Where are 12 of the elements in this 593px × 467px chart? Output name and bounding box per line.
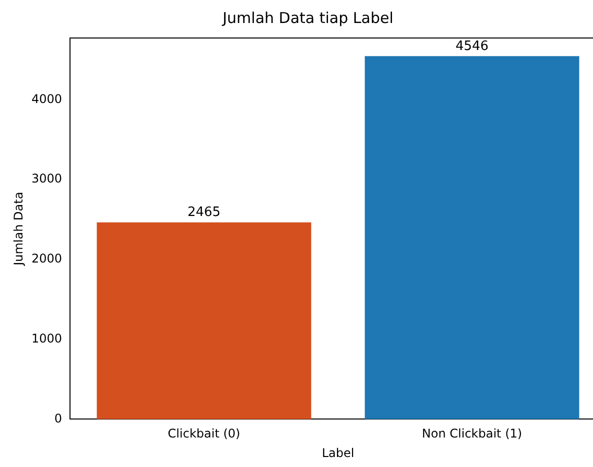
y-tick-label: 0 bbox=[54, 411, 62, 426]
y-tick-label: 4000 bbox=[31, 92, 62, 106]
x-tick-label: Non Clickbait (1) bbox=[422, 426, 522, 441]
y-tick-label: 2000 bbox=[31, 252, 62, 266]
data-label: 2465 bbox=[187, 205, 221, 220]
x-axis-title: Label bbox=[322, 446, 354, 460]
y-tick-label: 3000 bbox=[31, 172, 62, 186]
x-tick-label: Clickbait (0) bbox=[168, 426, 240, 441]
data-label: 4546 bbox=[455, 39, 489, 54]
y-axis-title: Jumlah Data bbox=[11, 192, 26, 266]
y-tick-label: 1000 bbox=[31, 331, 62, 346]
chart-title: Jumlah Data tiap Label bbox=[222, 8, 394, 27]
